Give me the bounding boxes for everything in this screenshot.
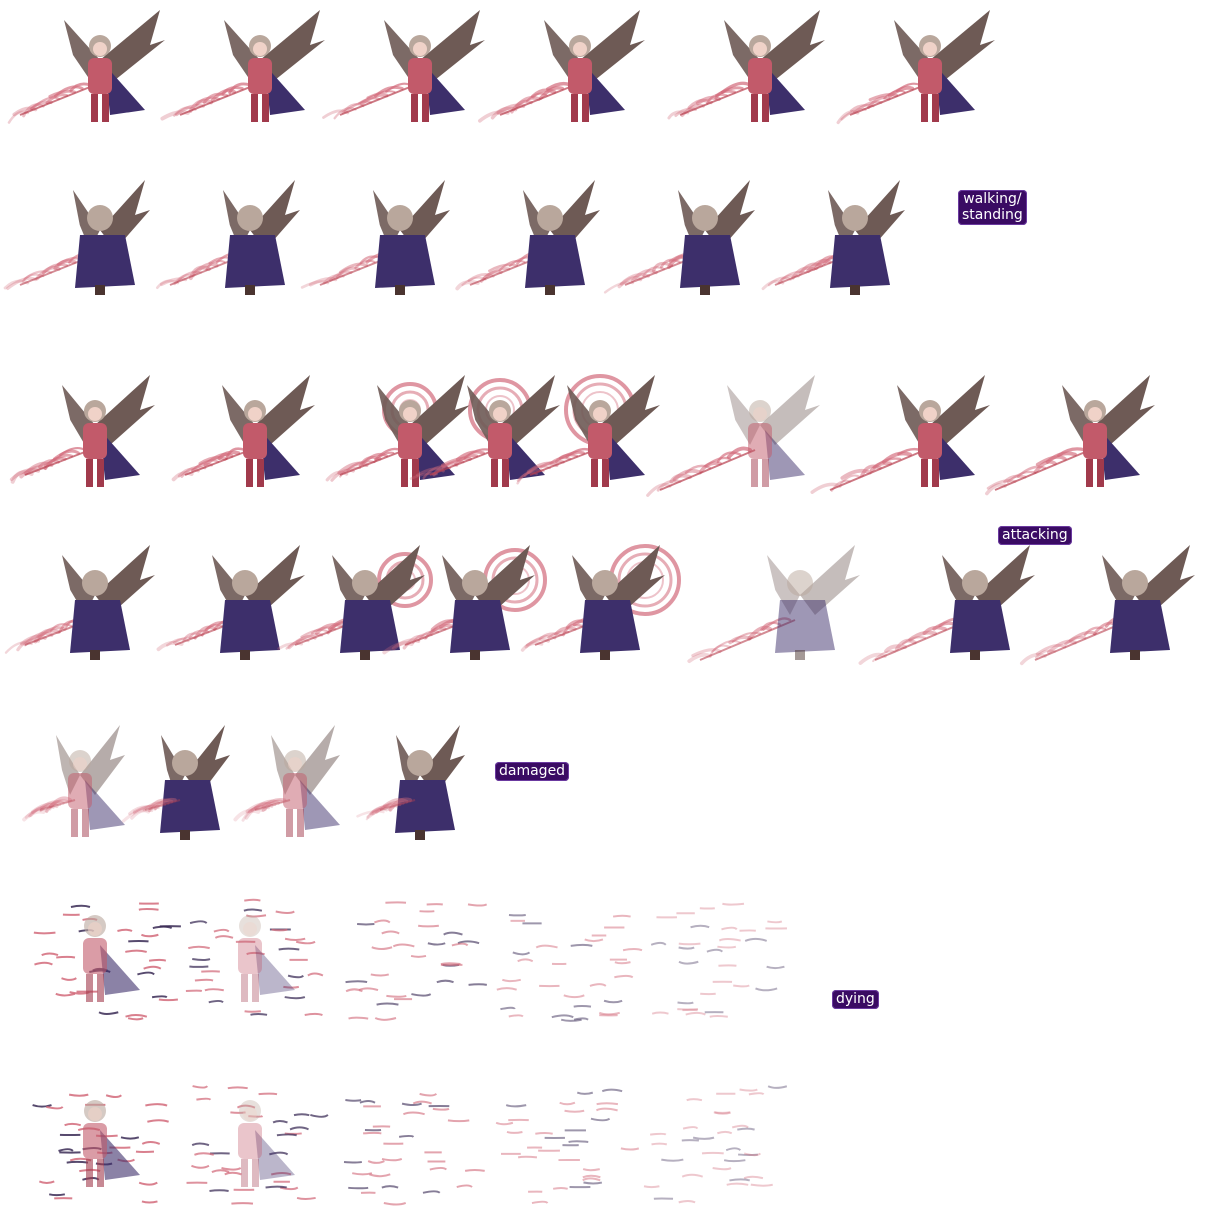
sprite-frame-attack-back-2 — [156, 545, 305, 660]
sprite-frame-attack-back-7 — [858, 545, 1035, 665]
sprite-frame-attack-back-6 — [687, 545, 860, 664]
sprite-frame-dying-front-4 — [496, 913, 643, 1022]
sprite-frame-dying-back-3 — [343, 1092, 485, 1206]
sprite-frame-attack-back-8 — [1019, 545, 1195, 666]
sprite-frame-walk-front-6 — [836, 10, 995, 125]
sprite-frame-walk-back-4 — [455, 180, 600, 295]
sprite-frame-dying-front-2 — [185, 898, 324, 1017]
sprite-frame-attack-front-1 — [9, 375, 155, 487]
sprite-frame-dying-back-2 — [186, 1085, 329, 1205]
sprite-frame-walk-front-1 — [7, 10, 165, 124]
sprite-frame-dying-front-1 — [33, 902, 181, 1021]
sprite-frame-attack-back-5 — [520, 544, 681, 660]
sprite-frame-damaged-1 — [22, 725, 125, 837]
sprite-frame-walk-back-3 — [300, 180, 450, 295]
sprite-frame-attack-front-5 — [516, 374, 660, 487]
sprite-frame-attack-front-2 — [171, 375, 315, 487]
sprite-frame-walk-back-6 — [761, 180, 905, 295]
sprite-frame-attack-back-3 — [277, 545, 433, 660]
sprite-frame-dying-back-4 — [495, 1088, 640, 1205]
sprite-frame-attack-front-4 — [409, 375, 560, 487]
sprite-frame-attack-front-8 — [985, 375, 1155, 496]
sprite-frame-damaged-2 — [121, 725, 230, 840]
label-attacking: attacking — [998, 526, 1072, 545]
sprite-frame-dying-back-1 — [32, 1093, 169, 1204]
sprite-frame-walk-front-4 — [478, 10, 645, 123]
sprite-frame-walk-back-5 — [603, 180, 755, 295]
sprite-frame-dying-back-5 — [643, 1085, 788, 1204]
sprite-frame-walk-front-2 — [160, 10, 325, 122]
label-damaged: damaged — [495, 762, 570, 781]
label-walking-standing: walking/ standing — [958, 190, 1027, 225]
sprite-frame-damaged-3 — [233, 725, 340, 837]
sprite-frame-attack-back-1 — [4, 545, 155, 660]
label-dying: dying — [832, 990, 879, 1009]
sprite-frame-walk-front-3 — [322, 10, 485, 122]
sprite-frame-attack-front-3 — [325, 375, 470, 487]
sprite-frame-walk-back-1 — [3, 180, 150, 295]
sprite-frame-damaged-4 — [356, 725, 465, 840]
sprite-frame-attack-front-6 — [646, 375, 820, 497]
sprite-frame-dying-front-5 — [650, 902, 787, 1018]
sprite-frame-walk-front-5 — [667, 10, 825, 122]
sprite-frame-attack-back-4 — [382, 545, 547, 660]
sprite-frame-dying-front-3 — [345, 901, 488, 1021]
sprite-frame-attack-front-7 — [810, 375, 990, 494]
sprite-frame-walk-back-2 — [155, 180, 300, 295]
